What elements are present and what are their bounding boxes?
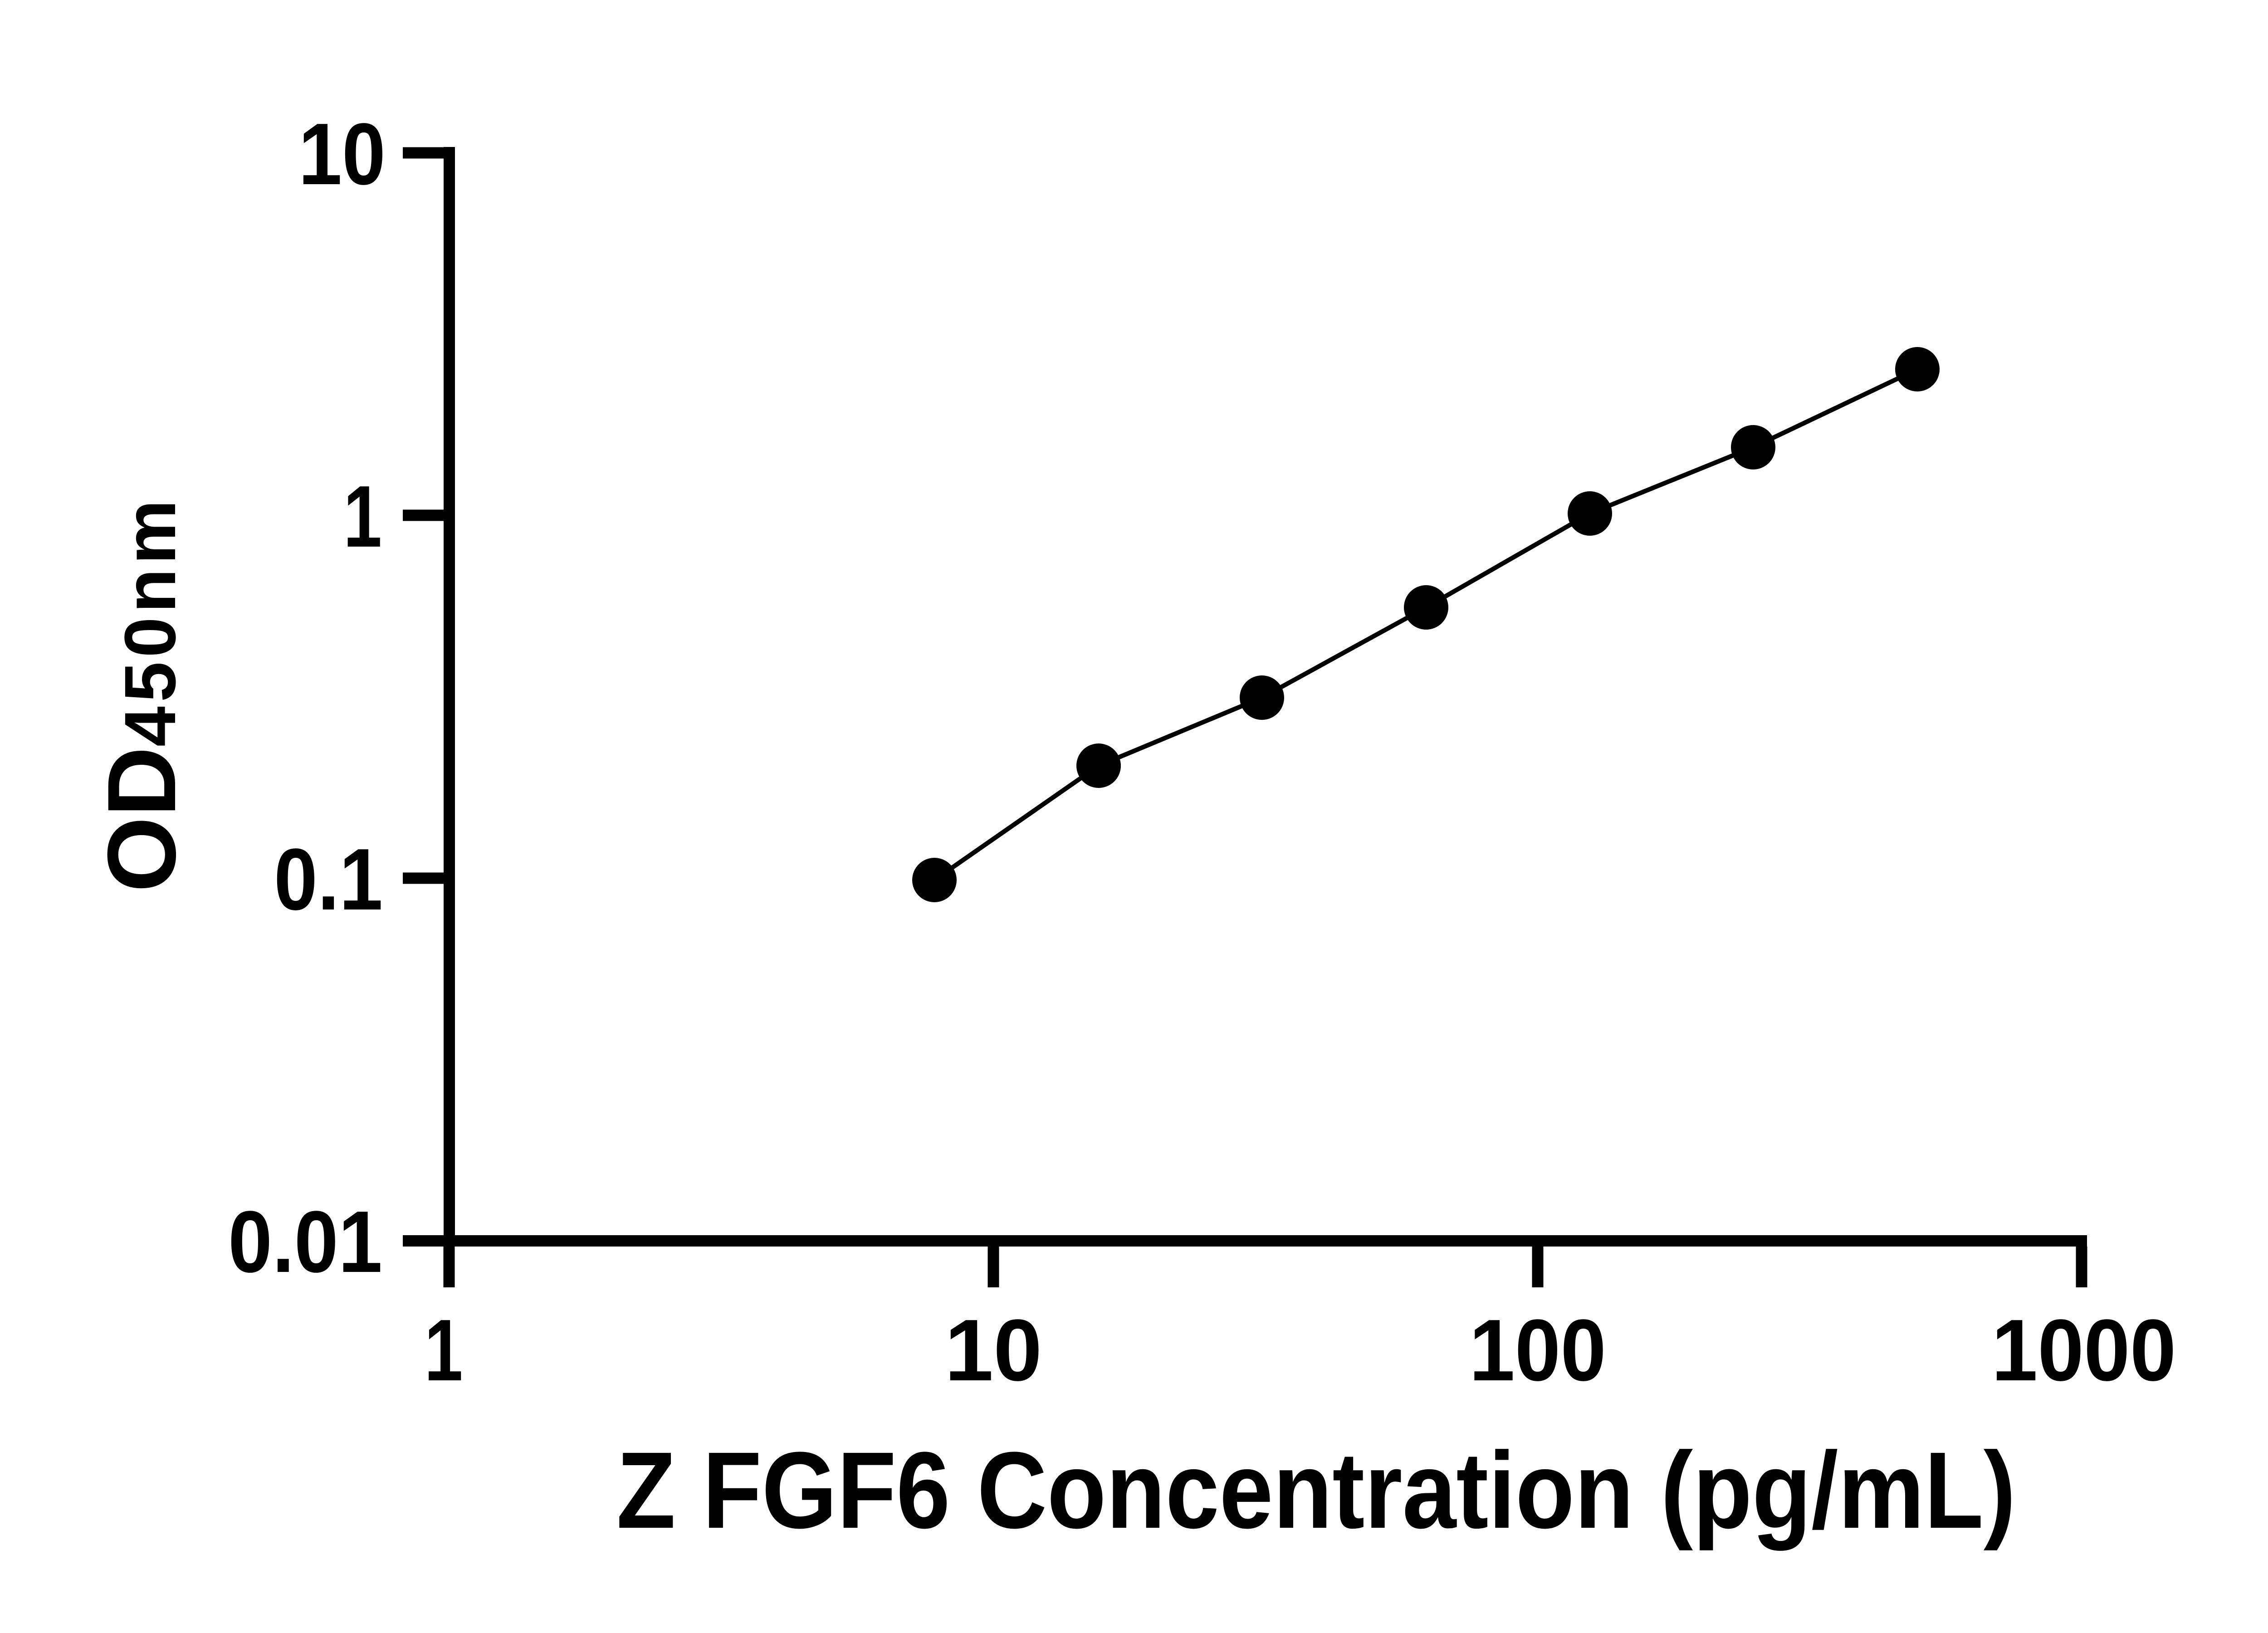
svg-text:10: 10: [945, 1301, 1042, 1399]
svg-text:100: 100: [1469, 1301, 1606, 1399]
svg-text:10: 10: [298, 105, 386, 203]
svg-text:1: 1: [425, 1301, 463, 1399]
svg-text:OD450nm: OD450nm: [88, 496, 196, 892]
svg-text:0.01: 0.01: [228, 1193, 382, 1291]
svg-text:0.1: 0.1: [274, 830, 383, 928]
svg-text:1: 1: [343, 467, 382, 565]
svg-text:Z FGF6 Concentration (pg/mL): Z FGF6 Concentration (pg/mL): [616, 1429, 2016, 1551]
svg-text:1000: 1000: [1992, 1301, 2176, 1399]
